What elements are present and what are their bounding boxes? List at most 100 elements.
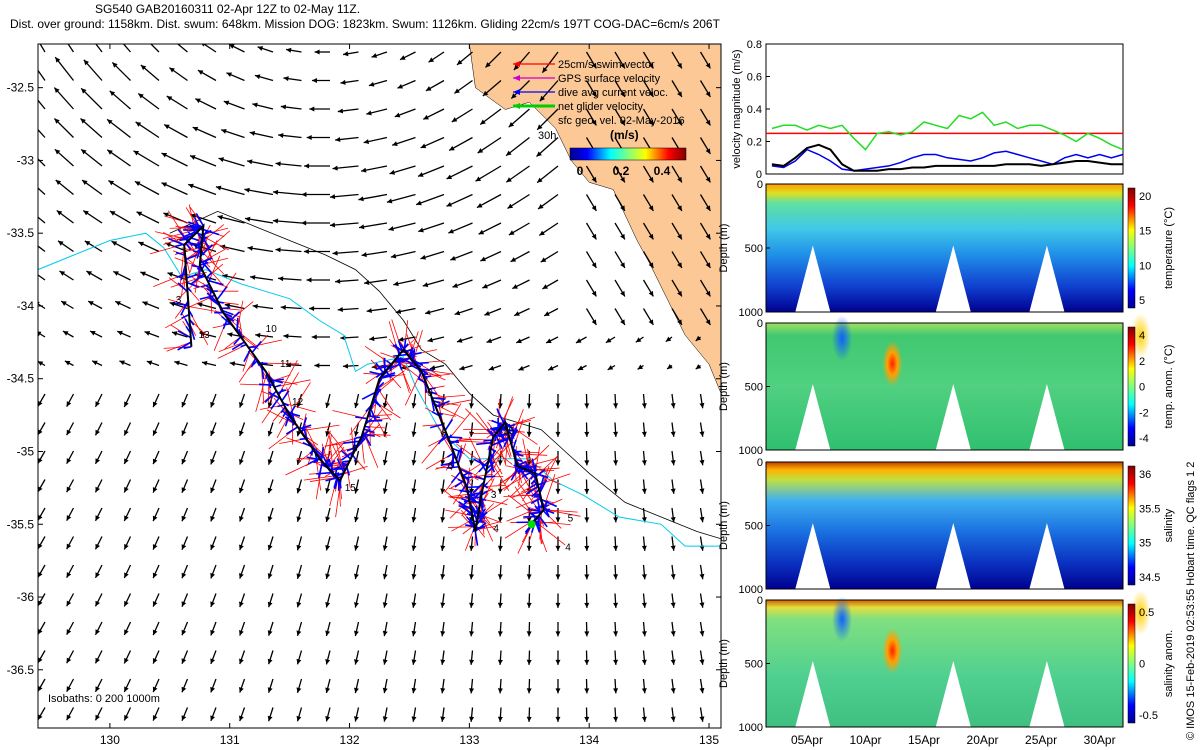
dac-vector [363,428,375,434]
geo-arrow [411,422,417,437]
geo-arrow [267,536,274,551]
geo-arrow [210,393,217,408]
geo-arrow [505,165,530,183]
geo-arrow [670,479,676,494]
colorbar-tick: 35 [1139,538,1151,550]
geo-arrow [641,422,647,437]
geo-arrow [66,479,75,493]
geo-arrow [325,621,331,637]
geo-arrow [642,194,654,212]
section-xtick: 20Apr [967,733,999,747]
geo-arrow [332,165,359,171]
geo-arrow [252,303,274,310]
section-ylabel: Depth (m) [718,639,730,688]
dac-vector [236,317,239,332]
legend-entry: 25cm/s swim vector [513,59,655,71]
geo-arrow [585,80,597,98]
geo-arrow [226,72,245,82]
geo-arrow [469,593,475,608]
geo-arrow [482,80,502,97]
geo-arrow [394,108,416,118]
dac-vector [177,341,192,351]
geo-arrow [142,301,160,310]
geo-arrow [614,194,626,212]
geo-arrow [314,363,330,368]
geo-arrow [337,108,359,114]
geo-arrow [119,360,131,367]
geo-arrow [456,336,473,343]
geo-arrow [368,79,388,87]
dac-vector [199,275,206,279]
geo-arrow [201,44,217,53]
geo-arrow [267,621,274,636]
colorbar-tick: 20 [1139,191,1151,203]
velocity-series [771,143,1123,172]
geo-arrow [267,450,274,465]
section-bottom [1029,245,1065,312]
geo-arrow [62,330,74,338]
section-ylabel: Depth (m) [718,362,730,411]
geo-arrow [469,621,475,637]
geo-arrow [641,593,647,608]
geo-arrow [641,650,647,665]
geo-arrow [382,479,388,494]
geo-arrow [614,251,626,269]
geo-arrow [670,621,676,637]
dac-vector [342,460,350,463]
dac-vector [463,476,473,479]
day-label: 5 [568,513,574,524]
geo-arrow [342,363,359,369]
velocity-ytick: 0 [756,169,762,181]
dac-vector [177,282,189,293]
geo-arrow [181,507,189,522]
geo-arrow [613,450,619,466]
geo-arrow [66,422,75,436]
swim-vector [218,341,245,353]
geo-arrow [543,307,559,317]
dac-vector [409,349,415,358]
geo-arrow [152,621,160,636]
geo-arrow [513,307,530,317]
geo-arrow [239,536,246,551]
map-ytick-label: -32.5 [7,81,35,95]
dac-vector [440,461,458,467]
geo-arrow [440,621,446,637]
geo-arrow [249,274,274,281]
geo-arrow [459,364,473,371]
geo-arrow [371,51,388,58]
geo-arrow [476,193,502,209]
geo-arrow [296,593,303,608]
dac-vector [264,390,278,403]
geo-arrow [267,479,274,494]
geo-arrow [613,707,619,722]
geo-arrow [671,51,683,69]
geo-arrow [526,707,532,722]
geo-arrow [411,564,417,580]
geo-arrow [89,330,103,338]
geo-arrow [244,187,274,196]
geo-arrow [278,132,302,139]
geo-arrow [252,102,274,110]
geo-arrow [239,650,246,665]
geo-arrow [218,157,245,167]
geo-arrow [325,479,331,494]
dac-vector [446,465,460,469]
dac-vector [444,419,454,431]
geo-arrow [699,194,711,212]
section-panel: 0 500 1000 Depth (m) 0.5 0 -0.5 salinity anom. [718,589,1175,734]
geo-arrow [80,148,103,167]
geo-arrow [613,564,619,580]
geo-arrow [666,364,673,370]
geo-arrow [440,593,446,608]
dac-vector [251,340,262,354]
geo-arrow [296,507,303,523]
geo-arrow [418,222,445,233]
footer-note: © IMOS 15-Feb-2019 02:53:55 Hobart time.… [1185,462,1197,740]
geo-arrow [94,422,103,436]
geo-arrow [440,650,446,665]
map-ytick-label: -35 [17,444,35,458]
dac-vector [385,370,392,379]
dac-vector [298,424,312,430]
geo-arrow [168,67,188,82]
swim-vector [248,339,282,348]
